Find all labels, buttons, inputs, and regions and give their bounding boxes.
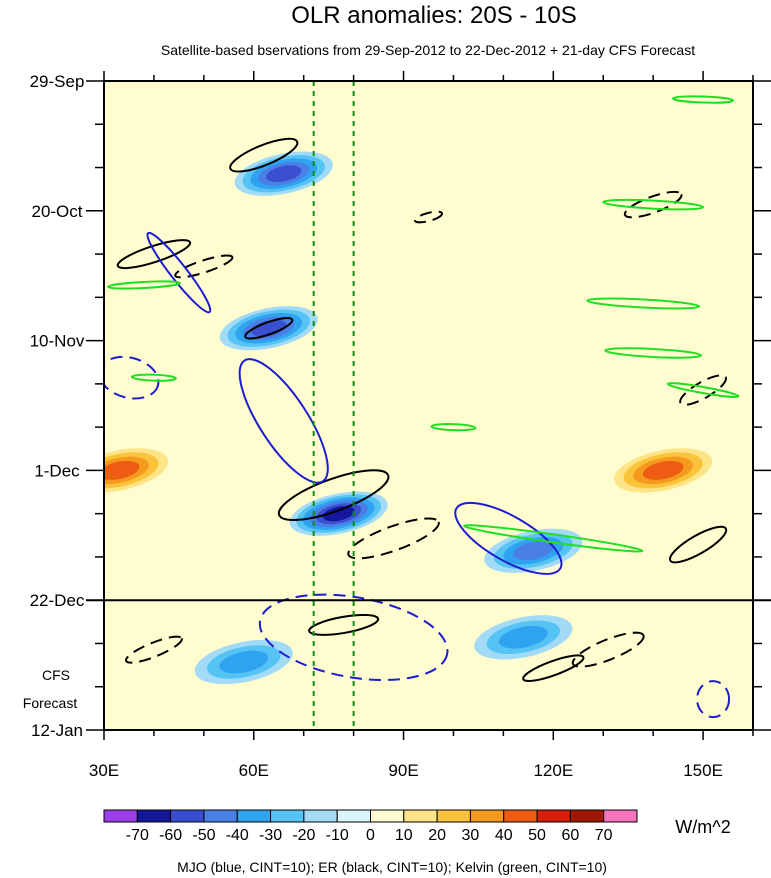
y-tick-label-10-Nov: 10-Nov: [30, 332, 85, 351]
colorbar-label-8: 0: [366, 827, 375, 844]
colorbar-swatch-5: [236, 809, 272, 823]
y-axis: 29-Sep 20-Oct 10-Nov 1-Dec 22-Dec 12-Jan: [30, 72, 771, 740]
er-contour-12: [571, 631, 645, 668]
colorbar-swatch-13: [503, 809, 538, 823]
colorbar-swatch-1: [103, 809, 138, 823]
plot-background: [104, 81, 753, 730]
colorbar-label-14: 60: [561, 827, 579, 844]
reference-lines: [312, 81, 355, 730]
colorbar-swatch-7: [303, 809, 338, 823]
x-tick-label-150: 150E: [683, 761, 723, 780]
kelvin-contour-26: [130, 373, 177, 382]
colorbar-swatch-2: [136, 809, 172, 823]
colorbar-swatch-4: [203, 809, 238, 823]
colorbar-label-3: -50: [192, 827, 215, 844]
er-contour-14: [124, 635, 183, 664]
mjo-contour-19: [258, 593, 449, 681]
x-tick-label-60: 60E: [239, 761, 269, 780]
mjo-contour-17: [454, 501, 563, 575]
kelvin-contour-29: [666, 382, 740, 398]
kelvin-contour-22: [602, 198, 705, 211]
wave-filter-contours: [104, 95, 740, 719]
colorbar-unit-label: W/m^2: [675, 817, 730, 837]
colorbar-swatch-8: [336, 809, 371, 823]
colorbar-swatch-10: [403, 809, 438, 823]
anomaly-5-level-4: [642, 460, 684, 480]
chart-subtitle: Satellite-based bservations from 29-Sep-…: [161, 42, 695, 58]
colorbar-swatch-15: [569, 809, 605, 823]
kelvin-contour-27: [672, 95, 735, 104]
mjo-contour-15: [146, 231, 212, 314]
colorbar-label-7: -10: [326, 827, 349, 844]
er-contour-11: [679, 374, 727, 406]
anomaly-7-level-3: [219, 650, 269, 674]
kelvin-contour-23: [586, 297, 701, 310]
colorbar-label-6: -20: [292, 827, 315, 844]
colorbar-label-2: -60: [159, 827, 182, 844]
forecast-label-line2: Forecast: [23, 695, 78, 711]
y-tick-label-12-Jan: 12-Jan: [31, 721, 83, 740]
chart-title: OLR anomalies: 20S - 10S: [291, 2, 576, 29]
er-contour-4: [277, 469, 390, 522]
colorbar-label-13: 50: [528, 827, 546, 844]
colorbar-label-9: 10: [395, 827, 413, 844]
x-tick-label-120: 120E: [533, 761, 573, 780]
colorbar-label-10: 20: [428, 827, 446, 844]
colorbar-label-15: 70: [595, 827, 613, 844]
er-contour-3: [244, 316, 294, 340]
kelvin-contour-28: [430, 423, 477, 432]
y-tick-label-22-Dec: 22-Dec: [30, 591, 85, 610]
er-contour-10: [623, 190, 683, 219]
x-tick-label-90: 90E: [388, 761, 418, 780]
kelvin-contour-21: [463, 524, 644, 553]
er-contour-7: [308, 613, 380, 636]
er-contour-13: [413, 210, 444, 224]
mjo-contour-20: [696, 680, 731, 719]
colorbar-swatch-14: [536, 809, 571, 823]
plot-area: [104, 81, 753, 730]
er-contour-9: [347, 517, 440, 560]
er-contour-8: [174, 254, 234, 279]
colorbar-label-5: -30: [259, 827, 282, 844]
colorbar-swatch-3: [170, 809, 205, 823]
anomaly-4-level-4: [513, 541, 554, 561]
colorbar-swatch-12: [469, 809, 505, 823]
x-axis: 30E 60E 90E 120E 150E: [89, 71, 754, 780]
er-contour-5: [522, 654, 585, 682]
anomaly-1-level-5: [266, 165, 302, 183]
mjo-contour-18: [104, 355, 160, 400]
colorbar-label-11: 30: [462, 827, 480, 844]
colorbar-swatch-11: [436, 809, 471, 823]
colorbar-label-12: 40: [495, 827, 513, 844]
er-contour-6: [669, 525, 728, 564]
colorbar-swatch-6: [270, 809, 305, 823]
y-tick-label-1-Dec: 1-Dec: [34, 461, 80, 480]
colorbar-label-4: -40: [226, 827, 249, 844]
forecast-label-line1: CFS: [42, 667, 70, 683]
anomaly-2-level-5: [251, 319, 287, 337]
y-tick-label-29-Sep: 29-Sep: [30, 72, 85, 91]
colorbar-swatch-16: [603, 809, 638, 823]
kelvin-contour-25: [106, 280, 181, 290]
colorbar: -70 -60 -50 -40 -30 -20 -10 0 10 20 30 40 50 60 70: [103, 809, 638, 844]
colorbar-swatch-9: [370, 809, 405, 823]
x-tick-label-30: 30E: [89, 761, 119, 780]
er-contour-1: [229, 137, 299, 173]
anomaly-6-level-4: [104, 460, 140, 480]
anomaly-8-level-3: [498, 625, 548, 649]
y-tick-label-20-Oct: 20-Oct: [31, 202, 82, 221]
kelvin-contour-24: [604, 347, 703, 359]
colorbar-label-1: -70: [126, 827, 149, 844]
contour-legend-text: MJO (blue, CINT=10); ER (black, CINT=10)…: [177, 859, 607, 875]
plot-frame: [103, 80, 754, 731]
anomaly-3-level-6: [322, 506, 355, 522]
mjo-contour-16: [238, 358, 329, 484]
